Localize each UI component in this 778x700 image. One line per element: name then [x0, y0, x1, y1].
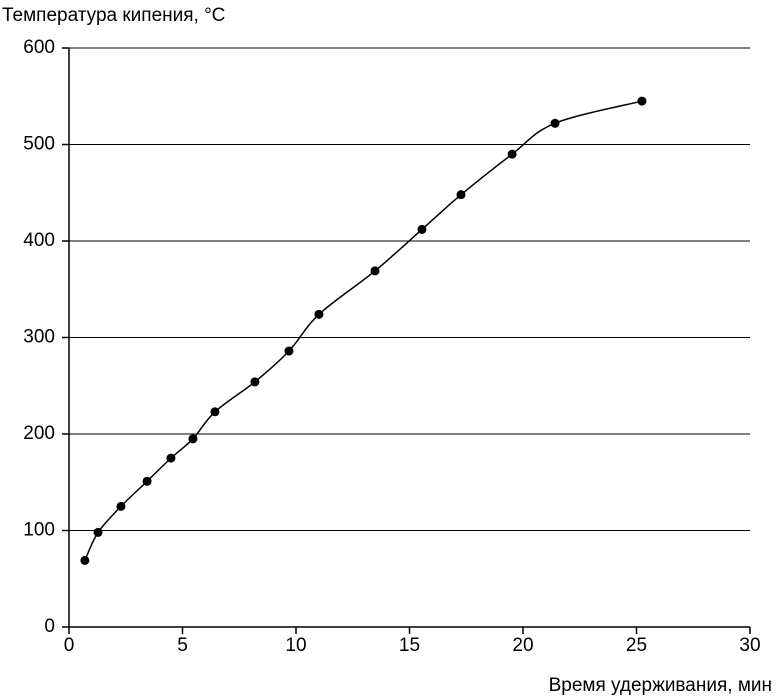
x-axis-label: Время удерживания, мин: [549, 675, 772, 696]
y-tick-label: 400: [23, 230, 55, 251]
point: [637, 96, 647, 106]
x-tick-label: 0: [64, 635, 75, 656]
point: [507, 149, 517, 159]
point: [284, 346, 294, 356]
point: [314, 309, 324, 319]
point: [188, 434, 198, 444]
x-tick-label: 25: [626, 635, 647, 656]
point: [250, 377, 260, 387]
point: [550, 118, 560, 128]
point: [456, 190, 466, 200]
x-tick-label: 10: [285, 635, 306, 656]
y-axis-label: Температура кипения, °С: [2, 5, 225, 26]
point: [116, 501, 126, 511]
point: [417, 224, 427, 234]
y-tick-label: 200: [23, 423, 55, 444]
y-tick-label: 100: [23, 520, 55, 541]
y-tick-label: 600: [23, 37, 55, 58]
point: [80, 555, 90, 565]
point: [210, 407, 220, 417]
x-tick-label: 5: [177, 635, 188, 656]
point: [166, 453, 176, 463]
point: [93, 527, 103, 537]
x-tick-label: 15: [399, 635, 420, 656]
point: [142, 476, 152, 486]
x-tick-label: 20: [512, 635, 533, 656]
x-tick-label: 30: [739, 635, 760, 656]
point: [370, 266, 380, 276]
y-tick-label: 0: [44, 616, 55, 637]
curve: [84, 100, 643, 561]
y-tick-label: 500: [23, 134, 55, 155]
y-tick-label: 300: [23, 327, 55, 348]
